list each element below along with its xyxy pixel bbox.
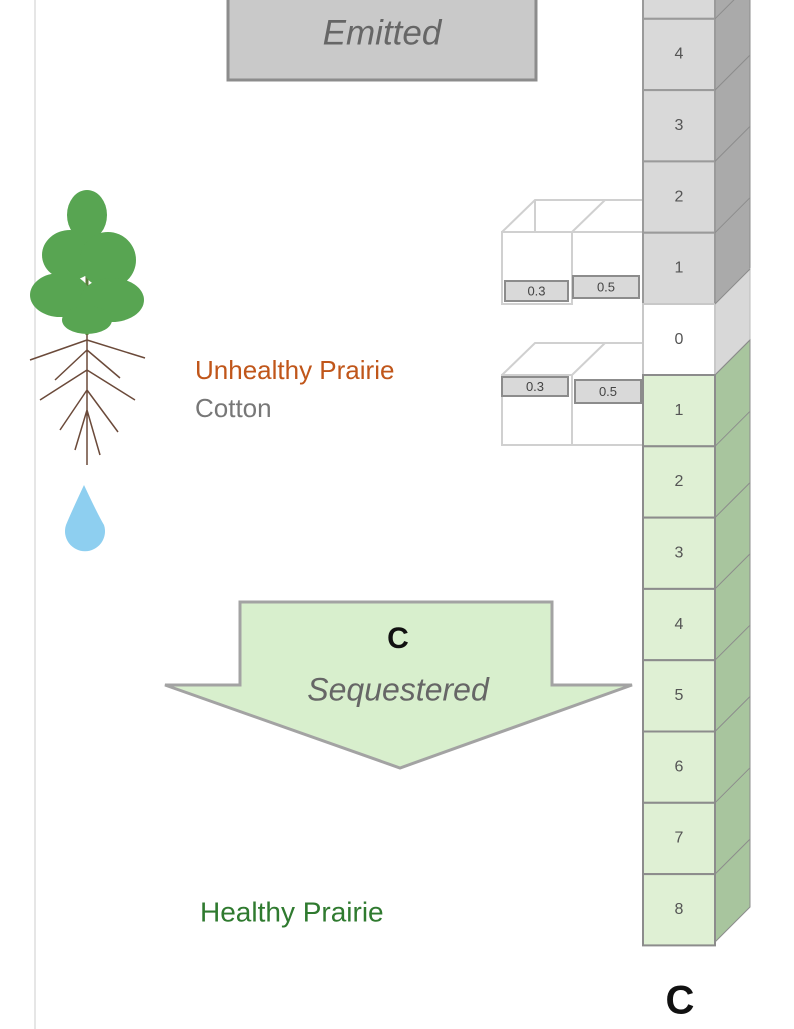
scale-side-green [715,340,750,942]
scale-cell-label: 3 [675,544,684,561]
scale-cell-label: 3 [675,117,684,134]
arrow-label: Sequestered [307,671,490,707]
cotton-label: Cotton [195,393,272,423]
scale-cell-label: 0 [675,331,684,348]
water-drop [65,485,105,551]
scale-symbol: C [666,979,695,1023]
value-box-label: 0.5 [599,384,617,399]
scale-cell-label: 2 [675,473,684,490]
value-box-label: 0.5 [597,279,615,294]
scale-cell-label: 2 [675,188,684,205]
emitted-label: Emitted [323,13,443,52]
diagram: Emitted C Sequestered Unhealthy Prairie … [0,0,794,1029]
scale-cell-label: 4 [675,616,684,633]
scale-cell-label: 4 [675,46,684,63]
scale-side-gray [715,0,750,304]
unhealthy-label: Unhealthy Prairie [195,355,394,385]
cotton-plant [30,190,145,551]
scale-cell-label: 1 [675,260,684,277]
scale-cell-label: 5 [675,687,684,704]
scale-cell-label: 1 [675,402,684,419]
value-box-label: 0.3 [527,283,545,298]
scale-cell [643,0,715,19]
healthy-label: Healthy Prairie [200,896,384,927]
scale-cell-label: 6 [675,758,684,775]
cotton-cubes [502,200,643,445]
scale-cell-label: 7 [675,830,684,847]
arrow-symbol: C [387,622,409,655]
scale-cell-label: 8 [675,901,684,918]
value-box-label: 0.3 [526,379,544,394]
